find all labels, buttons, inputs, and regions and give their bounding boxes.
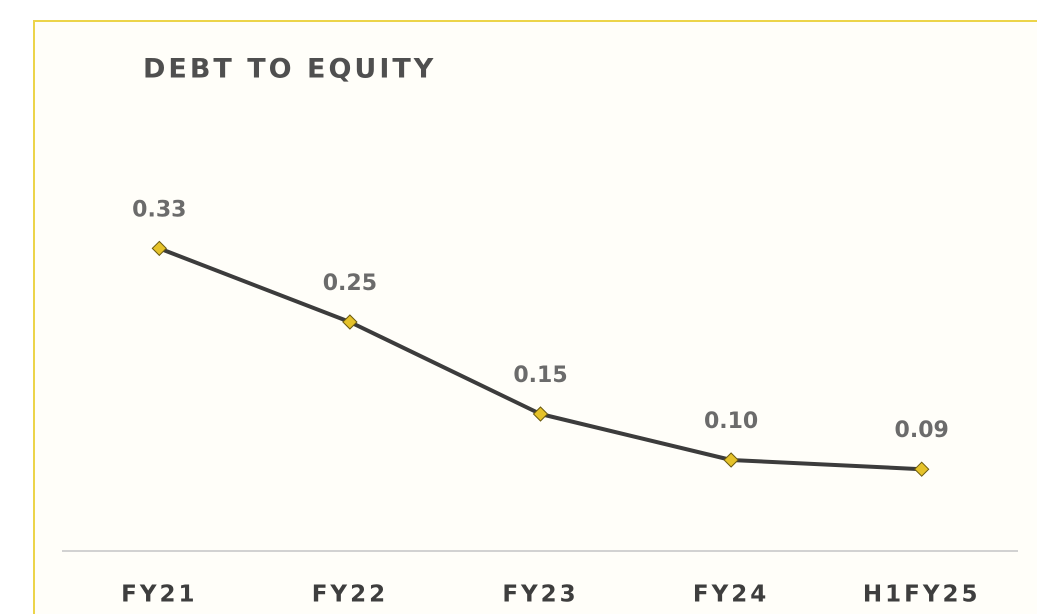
x-tick-label: FY21 bbox=[121, 582, 197, 608]
chart-title: DEBT TO EQUITY bbox=[143, 54, 436, 85]
value-label: 0.25 bbox=[323, 271, 377, 296]
marker bbox=[151, 240, 168, 257]
x-tick-label: FY23 bbox=[502, 582, 578, 608]
panel bbox=[33, 20, 1037, 614]
x-tick-label: FY24 bbox=[693, 582, 769, 608]
marker bbox=[723, 452, 739, 468]
x-tick-label: H1FY25 bbox=[863, 582, 981, 608]
value-label: 0.15 bbox=[513, 363, 567, 388]
value-label: 0.33 bbox=[132, 197, 186, 222]
value-label: 0.09 bbox=[895, 418, 949, 443]
marker bbox=[532, 406, 549, 422]
x-tick-label: FY22 bbox=[312, 582, 388, 608]
marker bbox=[342, 314, 358, 330]
marker bbox=[913, 461, 930, 477]
value-label: 0.10 bbox=[704, 409, 758, 434]
